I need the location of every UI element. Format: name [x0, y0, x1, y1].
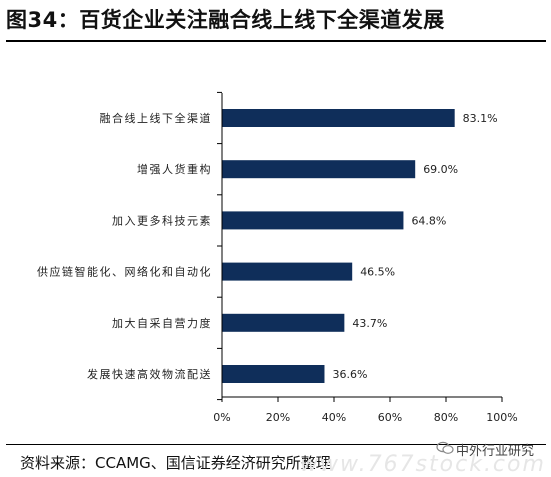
value-label: 43.7%	[352, 317, 387, 330]
bar	[222, 160, 416, 179]
category-label: 供应链智能化、网络化和自动化	[37, 265, 212, 279]
source-note: 资料来源：CCAMG、国信证券经济研究所整理	[20, 454, 331, 472]
x-tick-label: 0%	[213, 411, 230, 424]
category-label: 增强人货重构	[137, 162, 212, 176]
bar	[222, 262, 353, 281]
bar	[222, 365, 325, 383]
bar-chart: 融合线上线下全渠道 83.1% 增强人货重构 69.0% 加入更多科技元素 64.8% 供应…	[37, 91, 518, 424]
bar	[222, 313, 345, 332]
figure-title: 图34：百货企业关注融合线上线下全渠道发展	[6, 8, 445, 32]
value-label: 69.0%	[423, 163, 458, 176]
watermark-text: 中外行业研究	[456, 444, 535, 459]
x-tick-label: 40%	[322, 411, 346, 424]
value-label: 64.8%	[411, 214, 446, 227]
title-rule	[6, 40, 546, 42]
x-tick-label: 80%	[434, 411, 458, 424]
category-label: 发展快速高效物流配送	[87, 367, 212, 381]
bar	[222, 109, 455, 127]
value-label: 83.1%	[463, 112, 498, 125]
value-label: 46.5%	[360, 266, 395, 279]
category-label: 加大自采自营力度	[112, 316, 212, 330]
category-label: 融合线上线下全渠道	[100, 111, 213, 125]
category-label: 加入更多科技元素	[112, 213, 212, 227]
x-tick-label: 60%	[378, 411, 402, 424]
x-tick-label: 100%	[486, 411, 517, 424]
source-rule	[6, 444, 546, 445]
bar	[222, 211, 404, 230]
x-tick-label: 20%	[266, 411, 290, 424]
wechat-icon	[436, 441, 454, 455]
value-label: 36.6%	[332, 368, 367, 381]
